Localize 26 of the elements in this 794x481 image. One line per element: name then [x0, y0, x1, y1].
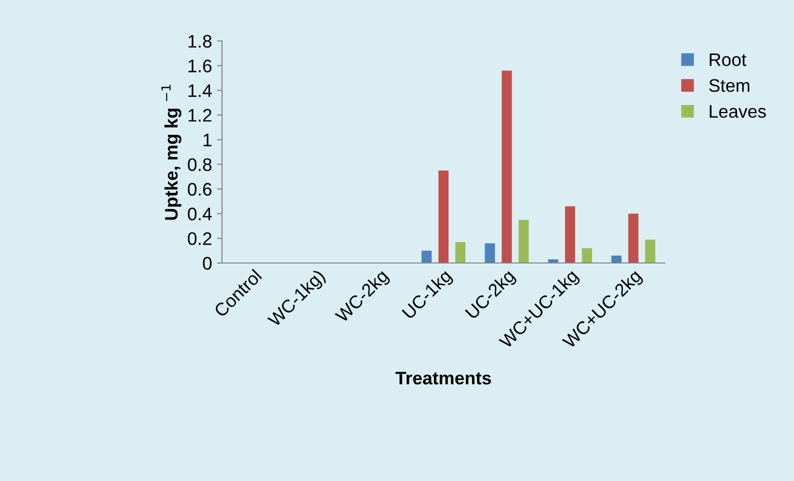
legend-label: Stem [709, 79, 750, 92]
bar [518, 220, 529, 263]
y-tick-label: 0 [202, 256, 212, 270]
y-tick-label: 0.2 [188, 232, 212, 246]
bar [582, 248, 592, 263]
bar [455, 242, 466, 263]
bar [502, 70, 512, 263]
bar [484, 243, 495, 263]
x-axis-title: Treatments [396, 372, 491, 384]
y-tick-label: 1.2 [188, 108, 212, 122]
y-tick-label: 1.6 [188, 60, 212, 72]
bar [565, 206, 576, 263]
legend-label: Leaves [710, 105, 766, 118]
y-tick-label: 0.6 [188, 182, 212, 196]
bar [611, 256, 622, 263]
legend-label: Root [710, 53, 746, 66]
y-tick-label: 1.4 [188, 84, 212, 97]
bar [645, 240, 656, 263]
bar [438, 170, 449, 263]
y-tick-label: 1.8 [188, 34, 212, 48]
y-tick-label: 0.8 [188, 158, 212, 172]
y-axis-title: Uptke, mg kg $^{−1}$ [161, 84, 182, 220]
y-tick-label: 1 [204, 134, 212, 146]
y-tick-label: 0.4 [188, 208, 212, 220]
bar [422, 250, 432, 263]
bar [628, 214, 638, 263]
